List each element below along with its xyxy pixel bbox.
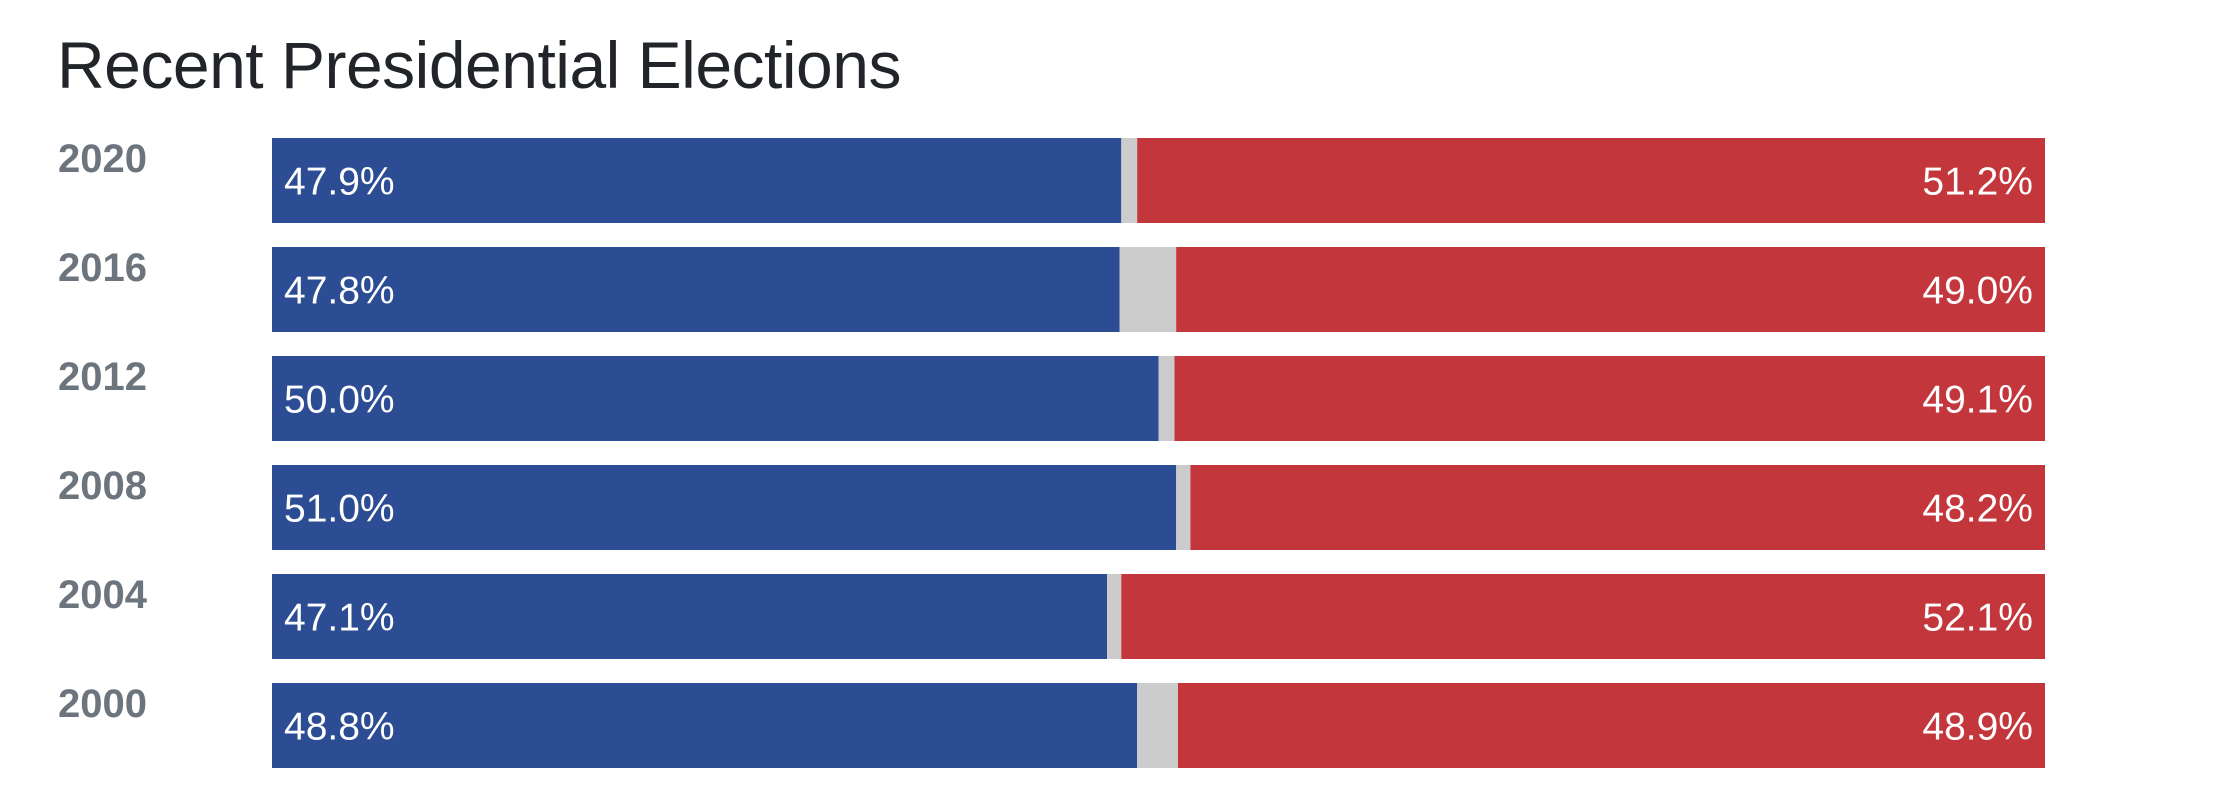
bar-segment-other [1137,683,1178,768]
bar-row-2020: 2020 47.9% 51.2% [58,137,2045,223]
rep-pct-label: 49.0% [1922,270,2033,313]
dem-pct-label: 50.0% [284,379,395,422]
dem-pct-label: 47.9% [284,161,395,204]
bar-segment-dem [272,138,1122,223]
rep-pct-label: 48.9% [1922,706,2033,749]
dem-pct-label: 51.0% [284,488,395,531]
bar-segment-dem [272,465,1177,550]
bar-segment-rep [1137,138,2045,223]
bar-row-2012: 2012 50.0% 49.1% [58,355,2045,441]
bar-row-2008: 2008 51.0% 48.2% [58,464,2045,550]
bar-segment-other [1119,247,1177,332]
year-label: 2004 [58,573,148,617]
year-label: 2016 [58,246,147,290]
dem-pct-label: 48.8% [284,706,395,749]
year-label: 2020 [58,137,147,181]
bar-segment-dem [272,683,1138,768]
bar-segment-rep [1174,356,2045,441]
bar-row-2000: 2000 48.8% 48.9% [58,682,2045,768]
bar-row-2016: 2016 47.8% 49.0% [58,246,2045,332]
bar-segment-dem [272,574,1108,659]
bar-segment-rep [1190,465,2045,550]
bar-segment-other [1158,356,1175,441]
bar-segment-other [1107,574,1122,659]
year-label: 2012 [58,355,147,399]
bar-segment-rep [1176,247,2045,332]
bar-segment-other [1121,138,1138,223]
bar-segment-dem [272,247,1120,332]
year-label: 2000 [58,682,147,726]
year-label: 2008 [58,464,147,508]
rep-pct-label: 52.1% [1922,597,2033,640]
bar-segment-rep [1121,574,2045,659]
bar-segment-dem [272,356,1159,441]
bar-segment-other [1176,465,1191,550]
bar-row-2004: 2004 47.1% 52.1% [58,573,2045,659]
rep-pct-label: 49.1% [1922,379,2033,422]
chart-title: Recent Presidential Elections [57,28,901,102]
dem-pct-label: 47.1% [284,597,395,640]
rep-pct-label: 48.2% [1922,488,2033,531]
rep-pct-label: 51.2% [1922,161,2033,204]
dem-pct-label: 47.8% [284,270,395,313]
bar-segment-rep [1178,683,2045,768]
